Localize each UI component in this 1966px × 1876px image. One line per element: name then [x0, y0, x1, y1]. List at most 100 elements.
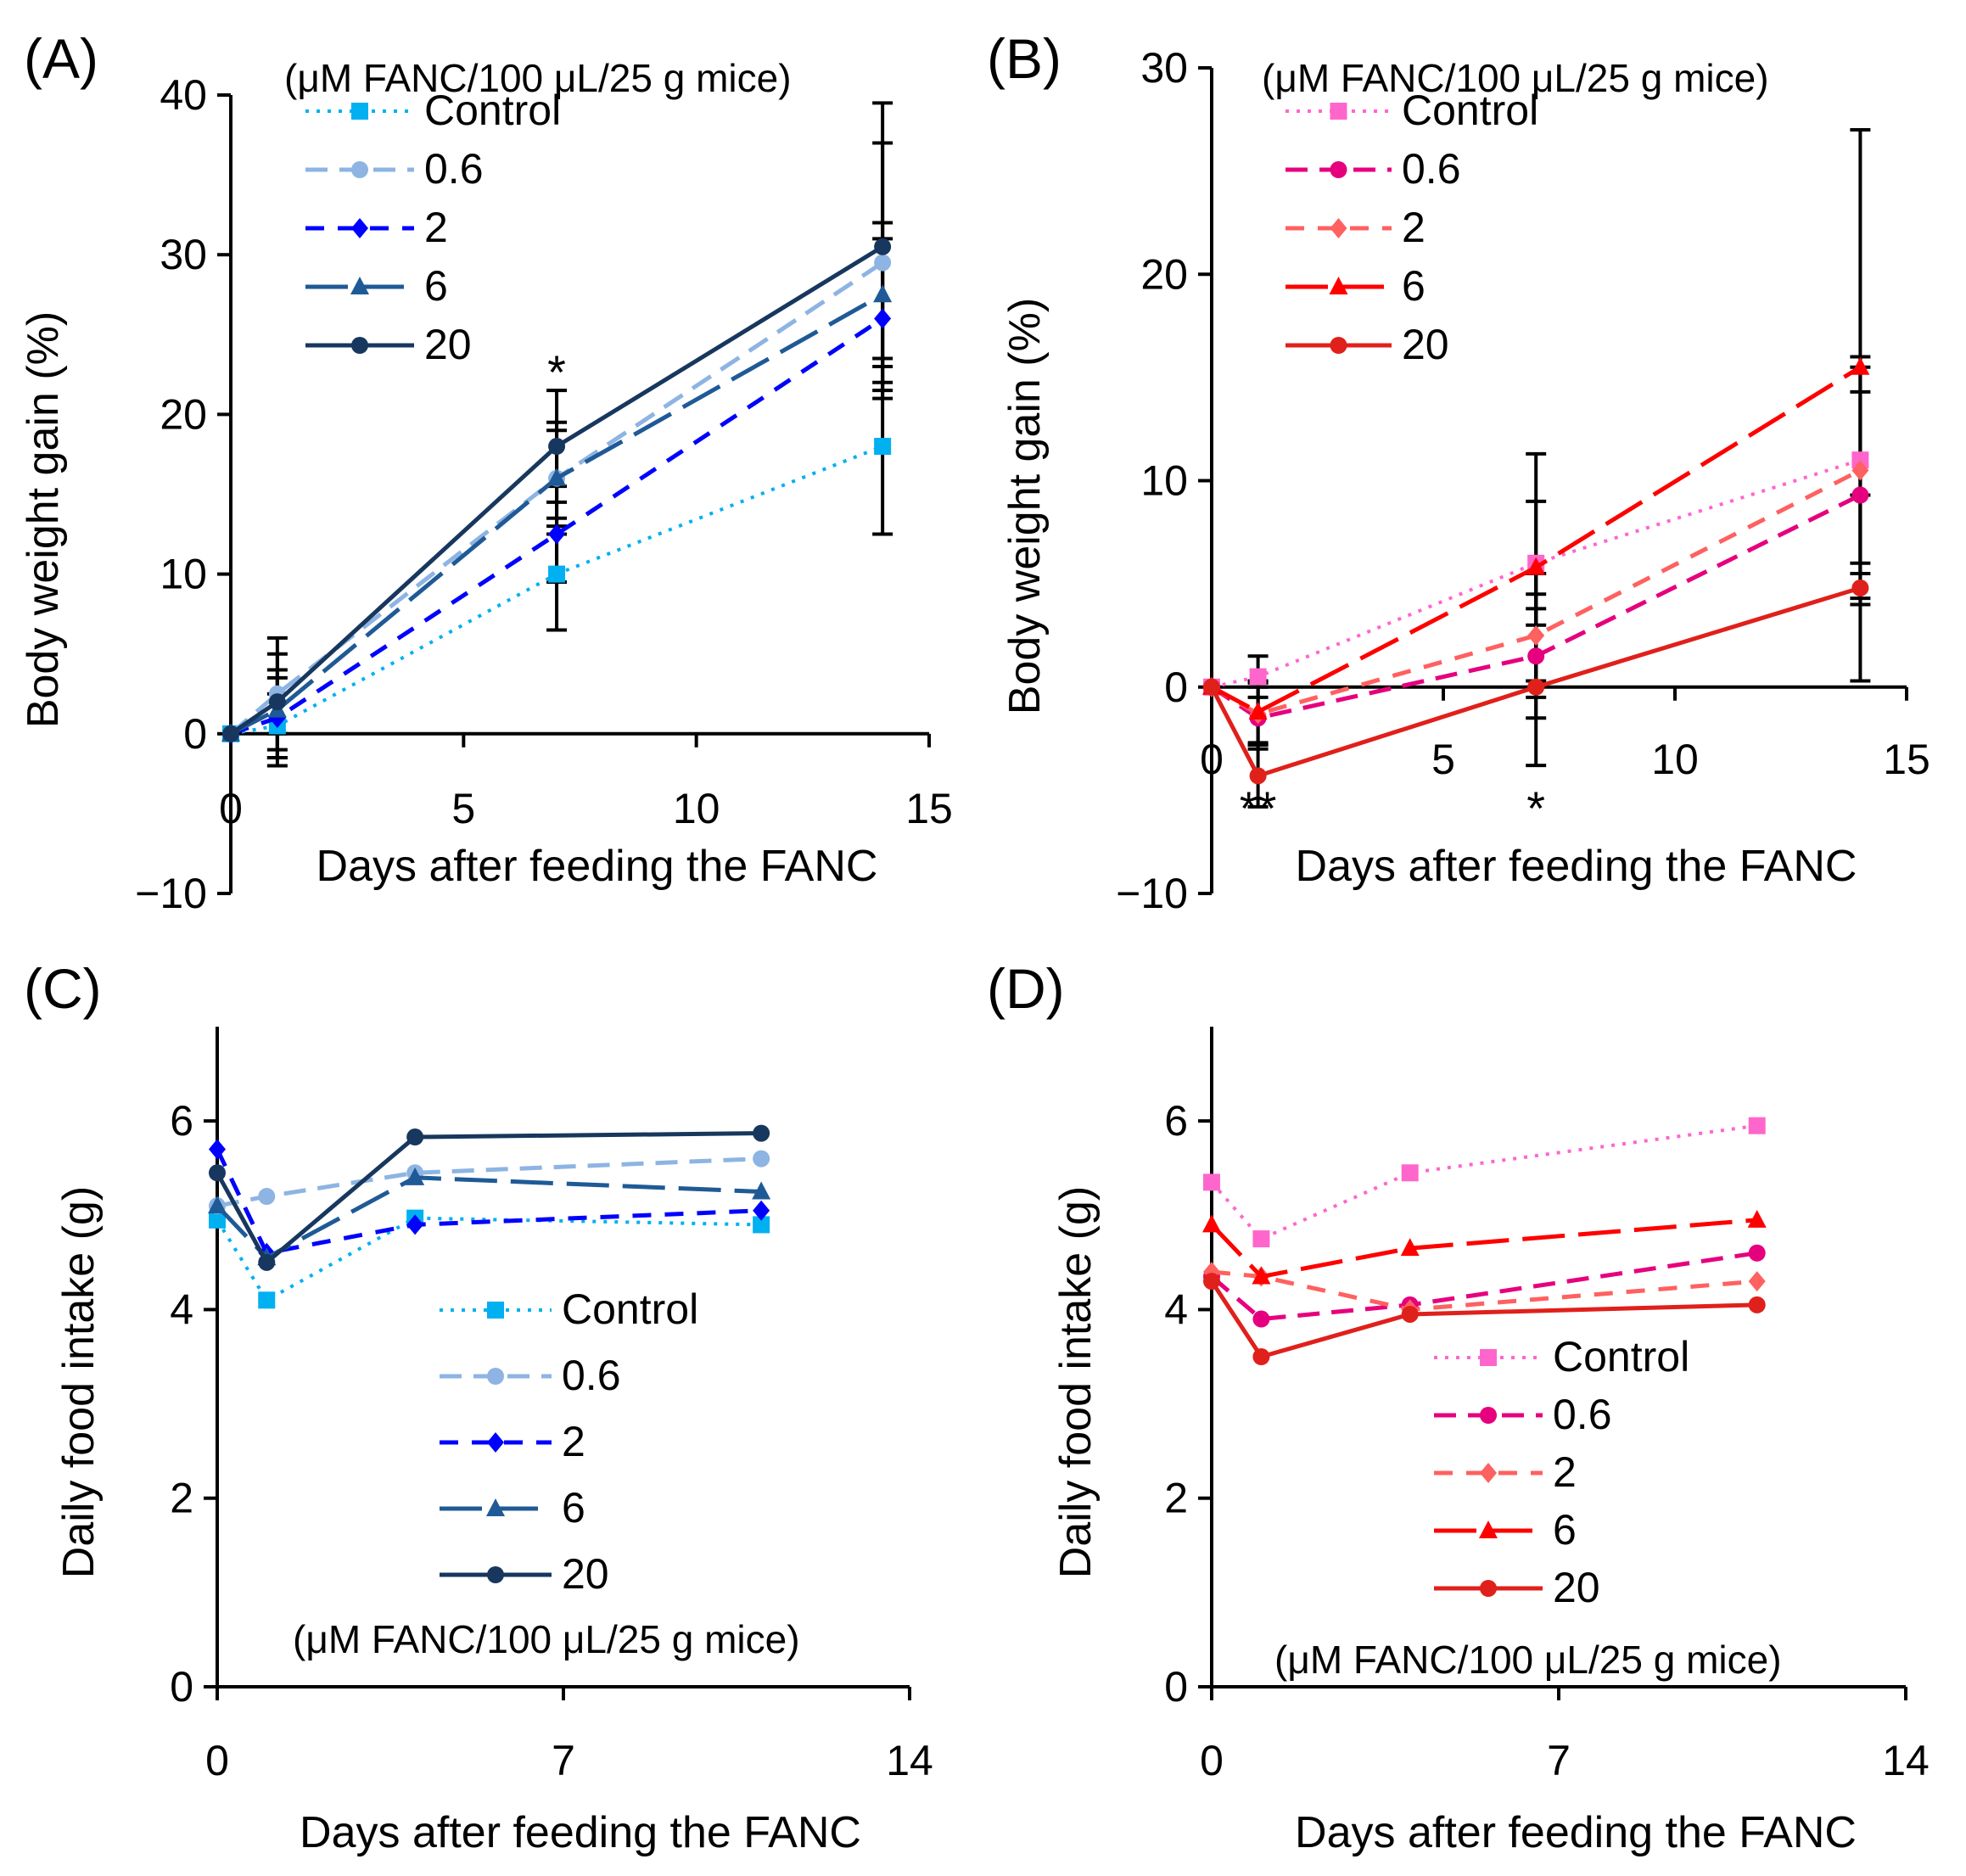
data-point: [1851, 579, 1869, 596]
legend-title: (μM FANC/100 μL/25 g mice): [1274, 1638, 1782, 1682]
series-line-20: [215, 1131, 762, 1265]
series-line-control: [1211, 458, 1862, 689]
x-tick-label: 0: [1200, 1737, 1224, 1784]
data-point: [208, 1196, 227, 1214]
legend-label: 6: [424, 262, 448, 310]
data-point: [258, 1291, 276, 1309]
legend-marker-icon: [1330, 161, 1347, 178]
legend-item: 0.6: [440, 1352, 621, 1399]
data-point: [874, 238, 892, 255]
data-point: [258, 1188, 276, 1206]
data-point: [1252, 1266, 1271, 1285]
data-point: [1748, 1117, 1766, 1134]
significance-mark: *: [1526, 781, 1545, 835]
data-point: [1249, 668, 1267, 686]
legend-item: 20: [1285, 321, 1449, 368]
legend-item: Control: [305, 87, 561, 134]
legend-marker-icon: [1479, 1520, 1498, 1538]
legend-label: 6: [1553, 1506, 1577, 1554]
data-point: [209, 1139, 226, 1160]
series-line-control: [216, 1216, 762, 1302]
data-point: [1248, 701, 1268, 720]
y-tick-label: 0: [1164, 664, 1188, 711]
x-tick-label: 14: [886, 1737, 933, 1784]
legend-item: 6: [1434, 1506, 1577, 1554]
data-point: [406, 1128, 424, 1146]
y-tick-label: 4: [1164, 1285, 1188, 1333]
y-axis-title: Daily food intake (g): [1051, 1186, 1101, 1578]
data-point: [1400, 1238, 1420, 1257]
data-point: [753, 1124, 770, 1142]
data-point: [752, 1181, 771, 1200]
chart-panel-d: (D) 0 2 4 6 0 7 14 Daily food intake (g) Days aft…: [987, 957, 1930, 1857]
data-point: [548, 565, 566, 583]
data-point: [873, 284, 893, 303]
data-point: [1748, 1296, 1766, 1313]
panel-label: (C): [24, 957, 102, 1020]
data-point: [1526, 557, 1546, 575]
chart-panel-b: (B) −10 0 10 20 30 0 5 10 15 Body weight gain (%) D…: [987, 27, 1930, 917]
y-tick-label: 6: [1164, 1097, 1188, 1145]
legend-marker-icon: [487, 1432, 504, 1453]
series-line-0-6: [229, 260, 884, 736]
data-point: [268, 693, 286, 711]
x-tick-label: 10: [673, 785, 720, 832]
legend-item: 2: [1285, 204, 1425, 251]
data-point: [547, 468, 567, 486]
data-point: [1202, 1214, 1221, 1233]
x-tick-label: 5: [1431, 736, 1455, 783]
series-line-20: [1209, 585, 1862, 778]
legend-item: 20: [440, 1550, 609, 1598]
y-tick-label: 6: [170, 1097, 193, 1145]
legend-label: 20: [562, 1550, 609, 1598]
series-line-6: [1210, 1218, 1757, 1280]
legend-item: 2: [305, 204, 448, 251]
data-point: [1527, 624, 1545, 646]
series-line-6: [1210, 365, 1862, 714]
legend-item: 6: [305, 262, 448, 310]
data-point: [1527, 647, 1545, 665]
series-line-control: [1210, 1123, 1757, 1241]
significance-mark: *: [547, 345, 566, 399]
data-point: [1851, 356, 1870, 375]
series-line-2: [1211, 1269, 1757, 1312]
y-tick-label: 2: [170, 1475, 193, 1522]
legend-item: 6: [1285, 262, 1425, 310]
data-point: [1401, 1305, 1419, 1323]
data-point: [209, 1211, 226, 1229]
legend-item: 2: [440, 1418, 585, 1465]
series-line-6: [229, 293, 884, 736]
data-point: [1203, 1273, 1220, 1291]
series-line-2: [1210, 468, 1862, 716]
data-point: [1527, 678, 1545, 696]
legend-item: 0.6: [1285, 145, 1461, 193]
legend-item: 6: [440, 1484, 585, 1532]
legend-label: 20: [1402, 321, 1449, 368]
legend-label: 20: [1553, 1564, 1600, 1611]
series-line-6: [216, 1175, 762, 1260]
panel-label: (A): [24, 27, 98, 90]
x-tick-label: 0: [205, 1737, 229, 1784]
legend-marker-icon: [1330, 337, 1347, 354]
legend-label: 6: [1402, 262, 1425, 310]
legend-label: Control: [1553, 1333, 1689, 1380]
x-axis-title: Days after feeding the FANC: [1296, 842, 1857, 891]
legend-marker-icon: [1329, 277, 1348, 294]
legend-marker-icon: [351, 161, 368, 178]
legend-label: Control: [562, 1285, 698, 1333]
data-point: [753, 1150, 770, 1168]
legend-label: 2: [1402, 204, 1425, 251]
legend-marker-icon: [487, 1302, 504, 1319]
legend-marker-icon: [487, 1566, 504, 1583]
data-point: [1249, 767, 1267, 785]
y-tick-label: 30: [1140, 44, 1188, 92]
data-point: [1401, 1164, 1419, 1182]
legend-marker-icon: [1330, 103, 1347, 120]
legend-marker-icon: [1480, 1580, 1497, 1597]
x-tick-label: 0: [219, 785, 243, 832]
data-point: [753, 1200, 770, 1221]
y-tick-label: 20: [1140, 250, 1188, 298]
panel-label: (B): [987, 27, 1061, 90]
